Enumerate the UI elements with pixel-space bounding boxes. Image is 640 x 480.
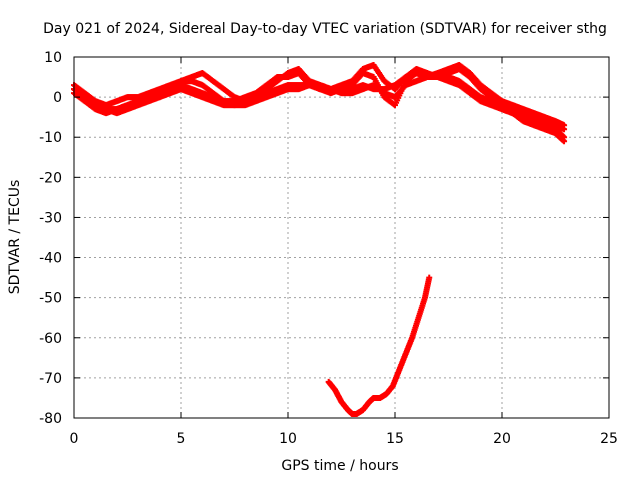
x-ticks: 0 5 10 15 20 25 (70, 57, 618, 447)
data-point (561, 122, 568, 129)
y-tick-label: -30 (39, 210, 62, 226)
y-tick-label: -50 (39, 291, 62, 307)
y-tick-label: 0 (53, 90, 62, 106)
x-tick-label: 20 (493, 431, 511, 447)
y-ticks: 10 0 -10 -20 -30 -40 -50 -60 -70 -80 (39, 50, 609, 427)
x-axis-label: GPS time / hours (281, 458, 398, 474)
series-track-d (71, 62, 568, 129)
y-tick-label: -60 (39, 331, 62, 347)
y-tick-label: -10 (39, 130, 62, 146)
x-tick-label: 0 (70, 431, 79, 447)
y-tick-label: -80 (39, 411, 62, 427)
x-tick-label: 10 (279, 431, 297, 447)
plot-frame (73, 56, 610, 419)
x-tick-label: 15 (386, 431, 404, 447)
y-axis-label: SDTVAR / TECUs (7, 180, 23, 295)
series-night-dip (325, 274, 433, 417)
data-point (426, 274, 433, 281)
chart-title: Day 021 of 2024, Sidereal Day-to-day VTE… (43, 21, 607, 37)
y-tick-label: -20 (39, 170, 62, 186)
y-tick-label: 10 (44, 50, 62, 66)
x-tick-label: 25 (600, 431, 618, 447)
grid-lines (74, 57, 609, 418)
y-tick-label: -70 (39, 371, 62, 387)
data-points (71, 62, 568, 417)
data-point (561, 138, 568, 145)
y-tick-label: -40 (39, 251, 62, 267)
x-tick-label: 5 (177, 431, 186, 447)
